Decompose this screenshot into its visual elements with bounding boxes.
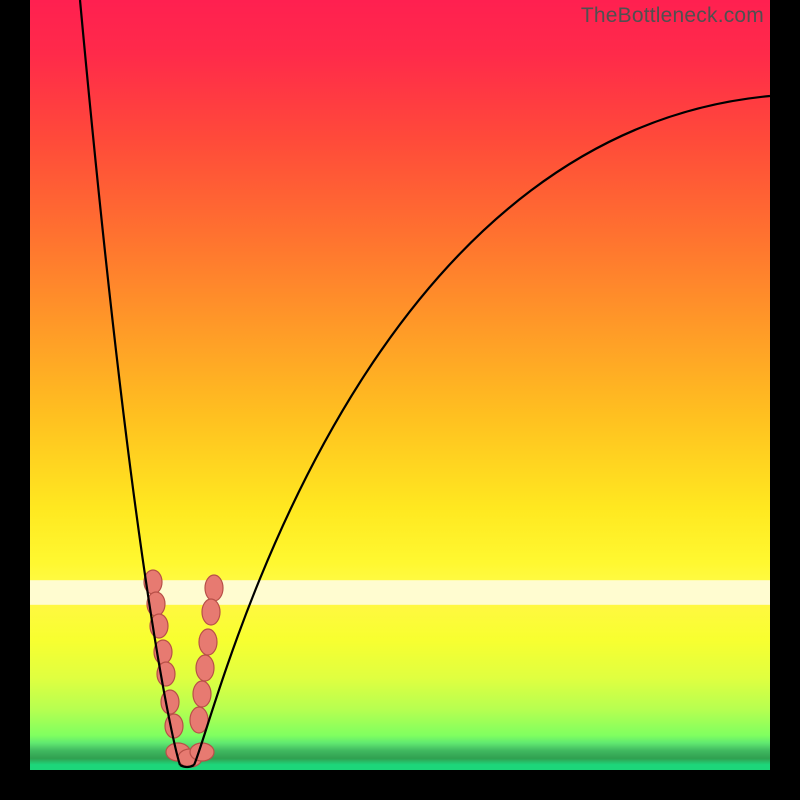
border-right [770, 0, 800, 800]
bead-marker [165, 714, 183, 738]
bead-marker [193, 681, 211, 707]
bead-marker [199, 629, 217, 655]
bead-marker [202, 599, 220, 625]
bottleneck-curves [30, 0, 770, 770]
bead-marker [196, 655, 214, 681]
right-curve [194, 96, 770, 765]
border-bottom [0, 770, 800, 800]
watermark-text: TheBottleneck.com [581, 4, 764, 28]
border-left [0, 0, 30, 800]
bead-marker [205, 575, 223, 601]
plot-area [30, 0, 770, 770]
chart-stage: TheBottleneck.com [0, 0, 800, 800]
